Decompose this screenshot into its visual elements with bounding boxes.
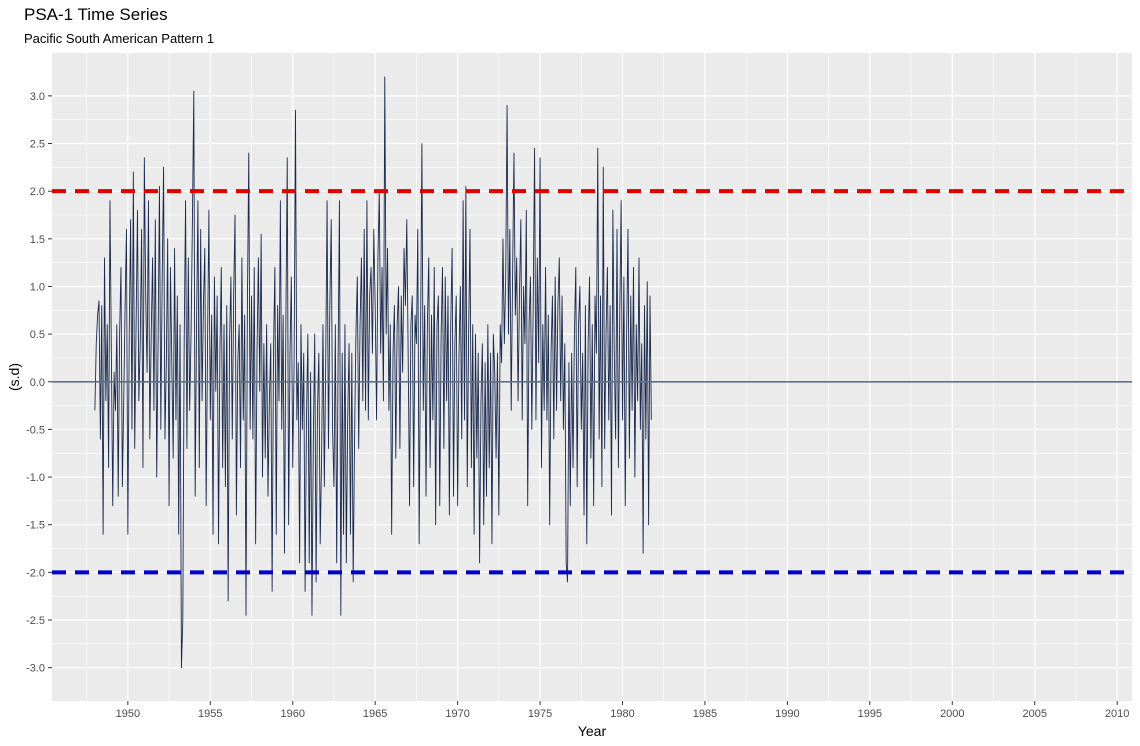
x-tick-label: 1950: [116, 708, 140, 720]
x-tick-label: 2000: [940, 708, 964, 720]
y-tick-label: 2.5: [30, 139, 45, 151]
x-tick-label: 1985: [693, 708, 717, 720]
x-tick-label: 1990: [775, 708, 799, 720]
x-axis: 1950 1955 1960 1965 1970 1975 1980 1985 1990 1995…: [116, 701, 1129, 720]
y-tick-label: 1.0: [30, 281, 45, 293]
series-line: [94, 76, 652, 669]
x-tick-label: 1965: [363, 708, 387, 720]
x-tick-label: 2005: [1022, 708, 1046, 720]
x-tick-label: 1960: [280, 708, 304, 720]
y-tick-label: -3.0: [26, 663, 45, 675]
x-tick-label: 1980: [610, 708, 634, 720]
y-axis: 3.0 2.5 2.0 1.5 1.0 0.5 0.0 -0.5 -1.0 -1.5 -2.0 -2.…: [26, 91, 52, 675]
x-tick-label: 1975: [528, 708, 552, 720]
y-tick-label: -2.0: [26, 567, 45, 579]
y-axis-title: (s.d): [6, 363, 22, 391]
x-tick-label: 1955: [198, 708, 222, 720]
x-tick-label: 2010: [1105, 708, 1129, 720]
reference-lines: [52, 189, 1132, 575]
x-tick-label: 1995: [858, 708, 882, 720]
y-tick-label: 0.0: [30, 377, 45, 389]
chart-subtitle: Pacific South American Pattern 1: [24, 31, 215, 46]
chart-title: PSA-1 Time Series: [24, 5, 168, 24]
x-tick-label: 1970: [445, 708, 469, 720]
y-tick-label: -2.5: [26, 615, 45, 627]
y-tick-label: 2.0: [30, 186, 45, 198]
y-tick-label: -1.0: [26, 472, 45, 484]
y-tick-label: 0.5: [30, 329, 45, 341]
x-axis-title: Year: [578, 723, 607, 739]
y-tick-label: 1.5: [30, 234, 45, 246]
y-tick-label: -0.5: [26, 424, 45, 436]
series-layer: [94, 76, 652, 669]
y-tick-label: 3.0: [30, 91, 45, 103]
y-tick-label: -1.5: [26, 520, 45, 532]
